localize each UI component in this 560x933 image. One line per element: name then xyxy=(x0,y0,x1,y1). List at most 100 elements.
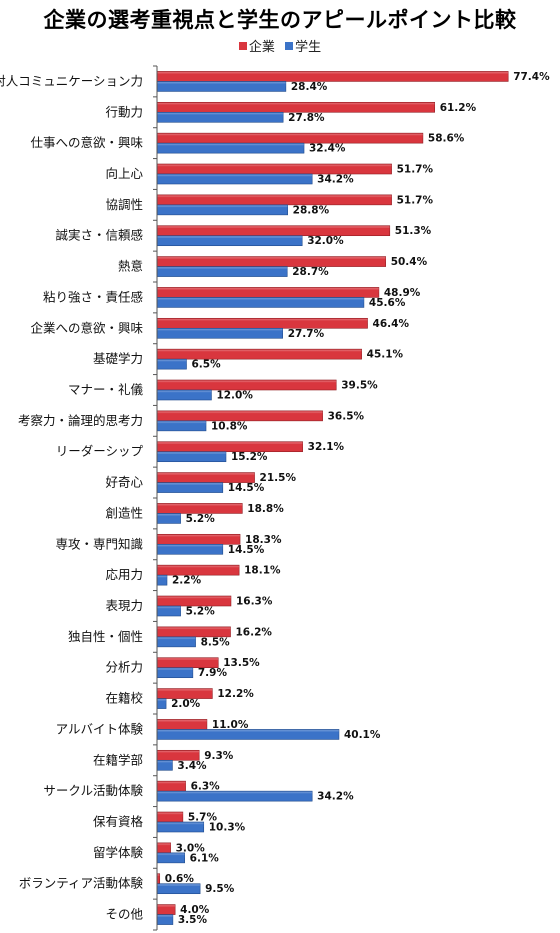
bar-highlight xyxy=(157,174,313,179)
bar-highlight xyxy=(157,483,223,488)
value-label-company: 18.8% xyxy=(247,503,284,515)
bar-highlight xyxy=(157,102,435,108)
bar-highlight xyxy=(157,297,364,303)
bar-highlight xyxy=(157,760,173,766)
value-label-company: 4.0% xyxy=(180,904,210,916)
bar-highlight xyxy=(157,689,213,694)
value-label-company: 46.4% xyxy=(373,318,410,330)
category-label: 対人コミュニケーション力 xyxy=(0,73,143,88)
bar-highlight xyxy=(157,349,362,355)
legend: 企業 学生 xyxy=(0,36,560,55)
category-label: 留学体験 xyxy=(93,845,144,860)
bar-highlight xyxy=(157,71,509,77)
value-label-company: 11.0% xyxy=(212,719,249,731)
value-label-company: 32.1% xyxy=(308,441,345,453)
bar-highlight xyxy=(157,575,167,581)
category-label: 粘り強さ・責任感 xyxy=(43,289,143,304)
bar-highlight xyxy=(157,411,323,416)
legend-item-company: 企業 xyxy=(238,36,275,55)
bar-highlight xyxy=(157,853,185,858)
value-label-company: 16.3% xyxy=(236,596,273,608)
bar-highlight xyxy=(157,822,204,827)
legend-label-company: 企業 xyxy=(248,40,275,55)
bar-highlight xyxy=(157,668,193,673)
bar-highlight xyxy=(157,442,303,447)
value-label-company: 58.6% xyxy=(428,133,465,145)
value-label-company: 51.7% xyxy=(397,194,434,206)
bar-highlight xyxy=(157,812,183,817)
bar-highlight xyxy=(157,544,223,550)
category-label: 応用力 xyxy=(105,567,143,582)
value-label-student: 3.5% xyxy=(178,914,208,926)
value-label-company: 16.2% xyxy=(236,626,273,638)
category-label: 熱意 xyxy=(118,259,143,274)
chart-title: 企業の選考重視点と学生のアピールポイント比較 xyxy=(43,8,517,32)
value-label-company: 45.1% xyxy=(367,349,404,361)
bar-highlight xyxy=(157,905,176,910)
category-label: 好奇心 xyxy=(105,475,143,490)
bar-highlight xyxy=(157,627,231,632)
category-label: 在籍学部 xyxy=(93,752,143,767)
value-label-company: 12.2% xyxy=(217,688,254,700)
value-label-student: 28.8% xyxy=(293,204,330,216)
bar-highlight xyxy=(157,781,186,787)
value-label-company: 13.5% xyxy=(223,657,260,669)
bar-highlight xyxy=(157,133,423,139)
value-label-student: 9.5% xyxy=(205,883,235,895)
value-label-student: 8.5% xyxy=(201,636,231,648)
bar-highlight xyxy=(157,843,171,848)
bar-highlight xyxy=(157,81,286,87)
value-label-student: 10.3% xyxy=(209,822,246,834)
bar-highlight xyxy=(157,729,339,735)
value-label-student: 5.2% xyxy=(186,606,216,618)
bar-highlight xyxy=(157,473,255,478)
bar-highlight xyxy=(157,143,305,149)
value-label-company: 6.3% xyxy=(191,781,221,793)
value-label-student: 27.7% xyxy=(288,328,325,340)
value-label-student: 2.2% xyxy=(172,575,202,587)
category-label: 基礎学力 xyxy=(93,351,143,366)
value-label-company: 18.3% xyxy=(245,534,282,546)
category-label: 保有資格 xyxy=(93,814,144,829)
bar-highlight xyxy=(157,267,288,272)
bar-highlight xyxy=(157,719,207,725)
bar-highlight xyxy=(157,503,243,509)
category-label: 分析力 xyxy=(105,660,143,675)
value-label-company: 9.3% xyxy=(204,750,234,762)
value-label-company: 5.7% xyxy=(188,812,218,824)
bar-highlight xyxy=(157,318,368,324)
category-label: 専攻・専門知識 xyxy=(55,536,143,551)
bar-highlight xyxy=(157,658,219,663)
value-label-company: 48.9% xyxy=(384,287,421,299)
category-label: 誠実さ・信頼感 xyxy=(55,228,143,243)
bar-highlight xyxy=(157,195,392,200)
value-label-student: 6.5% xyxy=(191,359,221,371)
value-label-company: 51.7% xyxy=(397,164,434,176)
category-label: 協調性 xyxy=(105,197,143,212)
value-label-student: 10.8% xyxy=(211,420,248,432)
bar-highlight xyxy=(157,874,160,879)
bar-highlight xyxy=(157,513,181,519)
bar-highlight xyxy=(157,226,390,231)
value-label-company: 51.3% xyxy=(395,225,432,237)
bar-highlight xyxy=(157,390,212,395)
value-label-student: 34.2% xyxy=(317,174,354,186)
bar-highlight xyxy=(157,452,226,457)
value-label-student: 7.9% xyxy=(198,667,228,679)
bar-highlight xyxy=(157,257,386,262)
value-label-company: 0.6% xyxy=(165,873,195,885)
bar-highlight xyxy=(157,421,207,426)
bar-highlight xyxy=(157,606,181,611)
value-label-student: 5.2% xyxy=(186,513,216,525)
bar-highlight xyxy=(157,359,187,365)
category-label: その他 xyxy=(105,907,143,922)
legend-swatch-company xyxy=(238,41,247,50)
value-label-company: 21.5% xyxy=(260,472,297,484)
value-label-student: 12.0% xyxy=(216,390,253,402)
category-label: 考察力・論理的思考力 xyxy=(18,413,143,428)
category-label: 在籍校 xyxy=(105,691,143,706)
value-label-student: 2.0% xyxy=(171,698,201,710)
value-label-company: 3.0% xyxy=(176,842,206,854)
